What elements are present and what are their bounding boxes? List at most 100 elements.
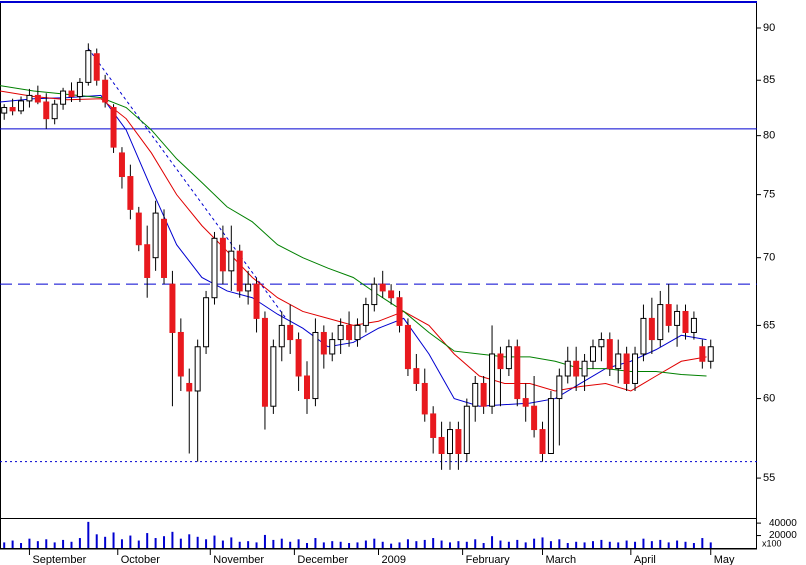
candle-body (413, 368, 420, 384)
x-tick-label: April (634, 554, 656, 565)
candle-body (665, 304, 672, 326)
y-tick-label: 55 (763, 472, 775, 484)
candle-body (699, 346, 706, 362)
candle-body (505, 346, 512, 370)
candle-body (581, 360, 588, 377)
candle-body (287, 324, 294, 341)
candle-body (489, 353, 496, 407)
candle-body (514, 346, 521, 400)
candle-body (228, 250, 235, 272)
candle-body (93, 53, 100, 81)
candle-body (169, 283, 176, 333)
candle-body (690, 317, 697, 333)
candle-body (329, 339, 336, 355)
candle-body (261, 317, 268, 407)
candle-body (556, 375, 563, 400)
volume-tick-label: 40000 (769, 518, 797, 529)
candle-body (362, 304, 369, 326)
x-tick-label: October (121, 554, 160, 565)
candle-body (253, 283, 260, 319)
candle-body (606, 339, 613, 370)
candle-body (245, 283, 252, 292)
candle-body (598, 339, 605, 348)
candle-body (682, 310, 689, 333)
candle-body (632, 353, 639, 384)
candle-body (446, 429, 453, 454)
trendline (87, 48, 287, 319)
candle-body (18, 100, 25, 112)
candle-body (203, 297, 210, 348)
x-tick-label: 2009 (382, 554, 406, 565)
x-tick-label: December (297, 554, 348, 565)
candle-body (118, 152, 125, 178)
candle-body (127, 176, 134, 210)
plot-frame (0, 2, 757, 519)
candle-body (219, 237, 226, 272)
candle-body (379, 283, 386, 292)
candle-body (388, 290, 395, 299)
candle-body (430, 413, 437, 438)
candle-body (648, 317, 655, 341)
candle-body (135, 212, 142, 246)
x-tick-label: September (32, 554, 86, 565)
x-tick-label: May (714, 554, 735, 565)
candle-body (304, 375, 311, 400)
candle-body (85, 50, 92, 83)
candle-body (60, 90, 67, 105)
candle-body (463, 405, 470, 454)
volume-unit: x100 (762, 538, 782, 548)
candle-body (1, 107, 8, 114)
candle-body (522, 398, 529, 407)
moving-average (0, 94, 707, 407)
candle-body (211, 237, 218, 299)
candle-body (43, 101, 50, 120)
candle-body (589, 346, 596, 362)
candle-body (455, 429, 462, 454)
candle-body (51, 103, 58, 120)
candle-body (421, 382, 428, 415)
candle-body (9, 107, 16, 112)
candle-body (707, 346, 714, 362)
candle-body (320, 331, 327, 355)
candle-body (152, 212, 159, 259)
candle-body (531, 405, 538, 431)
candle-body (68, 90, 75, 98)
volume-tick-label: 20000 (769, 530, 797, 541)
candle-body (615, 353, 622, 370)
y-tick-label: 70 (763, 252, 775, 264)
candle-body (371, 283, 378, 306)
candle-body (564, 360, 571, 377)
candle-body (396, 297, 403, 326)
candle-body (312, 331, 319, 400)
candle-body (110, 107, 117, 148)
candle-body (640, 317, 647, 355)
candle-body (404, 324, 411, 370)
candle-body (346, 324, 353, 341)
candle-body (144, 244, 151, 278)
x-tick-label: March (546, 554, 577, 565)
candle-body (186, 382, 193, 392)
candle-body (539, 429, 546, 454)
y-tick-label: 75 (763, 189, 775, 201)
candle-body (34, 94, 41, 103)
candle-body (337, 324, 344, 341)
candle-body (657, 304, 664, 341)
candle-body (295, 339, 302, 377)
y-tick-label: 80 (763, 130, 775, 142)
candle-body (236, 250, 243, 292)
candle-body (278, 324, 285, 348)
candle-body (194, 346, 201, 392)
candle-body (354, 324, 361, 341)
candle-body (472, 382, 479, 407)
candle-body (674, 310, 681, 326)
candle-body (102, 79, 109, 103)
candle-body (177, 331, 184, 377)
candle-body (76, 81, 83, 98)
candle-body (26, 94, 33, 102)
x-tick-label: February (466, 554, 511, 565)
y-tick-label: 60 (763, 392, 775, 404)
candle-body (573, 360, 580, 377)
y-tick-label: 65 (763, 319, 775, 331)
